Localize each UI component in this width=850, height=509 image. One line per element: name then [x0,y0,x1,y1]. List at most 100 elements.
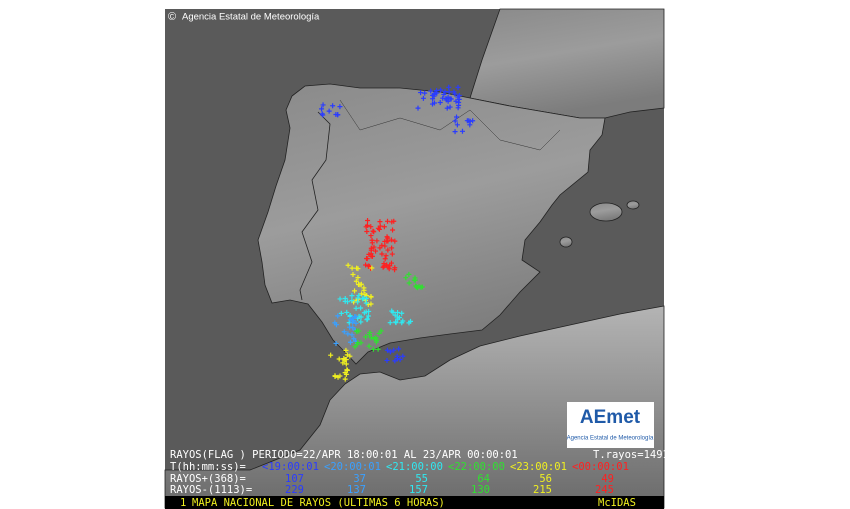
strike [382,256,388,262]
strike [344,352,350,358]
strike [375,346,381,352]
strike [383,253,389,259]
strike [356,328,362,334]
strike [338,310,344,316]
ibiza [559,236,573,248]
strike [376,330,382,336]
strike [355,275,361,281]
period: RAYOS(FLAG ) PERIODO=22/APR 18:00:01 AL … [170,449,518,461]
copyright: Agencia Estatal de Meteorología [182,12,320,23]
negative-count: 229 [285,484,304,496]
iberia [257,83,606,365]
strike [342,296,348,302]
interval-label: <21:00:00 [386,461,443,473]
negative-count: 157 [409,484,428,496]
strike [367,329,373,335]
strike [344,309,350,315]
footer-title: MAPA NACIONAL DE RAYOS (ULTIMAS 6 HORAS) [192,497,445,509]
positive-count: 49 [601,473,614,485]
strike [446,84,452,90]
strike [332,373,338,379]
mallorca [589,202,623,222]
strike [337,296,343,302]
strike [387,320,393,326]
strike [419,284,425,290]
strike [347,317,353,323]
strike [368,233,374,239]
strike [349,293,355,299]
strike [371,244,377,250]
strike [365,217,371,223]
strike [452,91,458,97]
strike [387,349,393,355]
strike [384,262,390,268]
strike [391,218,397,224]
strike [467,122,473,128]
strike [392,238,398,244]
strike [397,357,403,363]
strike [446,89,452,95]
strike [438,87,444,93]
strike [393,320,399,326]
strike [330,103,336,109]
strike [368,335,374,341]
strike [385,247,391,253]
negative-count: 245 [595,484,614,496]
strike [366,343,372,349]
positive-count: 37 [353,473,366,485]
strike [341,329,347,335]
strike [377,223,383,229]
strike [459,128,465,134]
positive-count: 64 [477,473,490,485]
footer-number: 1 [180,497,186,509]
strike [385,235,391,241]
strike [392,358,398,364]
strike [373,339,379,345]
strike [447,104,453,110]
strike [354,265,360,271]
strike [376,226,382,232]
strike [379,242,385,248]
strike [437,100,443,106]
strike [320,112,326,118]
strike [400,353,406,359]
strike [364,256,370,262]
strike [406,271,412,277]
strike [342,376,348,382]
strike [358,319,364,325]
interval-label: <20:00:01 [324,461,381,473]
strike [352,288,358,294]
strike [395,310,401,316]
strike [345,331,351,337]
logo-subtitle: Agencia Estatal de Meteorología [567,436,654,442]
strike [403,275,409,281]
strike [368,247,374,253]
strike [319,106,325,112]
strike [344,367,350,373]
strike [399,320,405,326]
strike [353,278,359,284]
strike [364,317,370,323]
strike [337,373,343,379]
logo: AEmet Agencia Estatal de Meteorología [567,402,654,448]
strike [396,346,402,352]
strike [353,320,359,326]
strike [441,91,447,97]
positive-label: RAYOS+(368)= [170,473,246,485]
strike [415,105,421,111]
strike [390,227,396,233]
strike [388,237,394,243]
portugal-border [299,111,331,301]
strike [470,118,476,124]
strike [374,238,380,244]
strike [382,243,388,249]
strike [343,347,349,353]
africa [164,305,665,509]
footer-bar [165,496,664,509]
strike [361,287,367,293]
strike [386,266,392,272]
strike [395,316,401,322]
total: T.rayos=1491 [593,449,669,461]
strike [352,344,358,350]
